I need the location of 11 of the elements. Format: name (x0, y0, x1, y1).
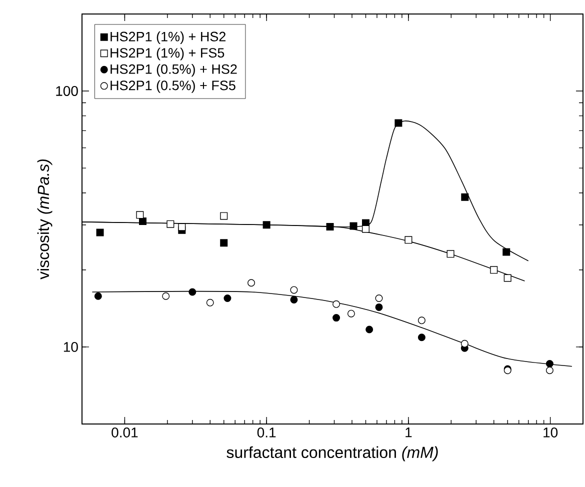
x-tick-label: 0.01 (112, 428, 138, 438)
x-tick-label: 10 (544, 428, 558, 438)
y-tick-label: 100 (56, 86, 78, 96)
legend-label: HS2P1 (0.5%) + HS2 (110, 64, 237, 77)
x-axis-title: surfactant concentration (mM) (226, 446, 438, 462)
legend-label: HS2P1 (1%) + HS2 (110, 31, 226, 44)
legend-label: HS2P1 (0.5%) + FS5 (110, 80, 236, 93)
x-tick-label: 0.1 (257, 428, 276, 438)
legend-label: HS2P1 (1%) + FS5 (110, 48, 224, 60)
x-tick-label: 1 (406, 428, 412, 438)
y-axis-title: viscosity (mPa.s) (37, 160, 52, 280)
